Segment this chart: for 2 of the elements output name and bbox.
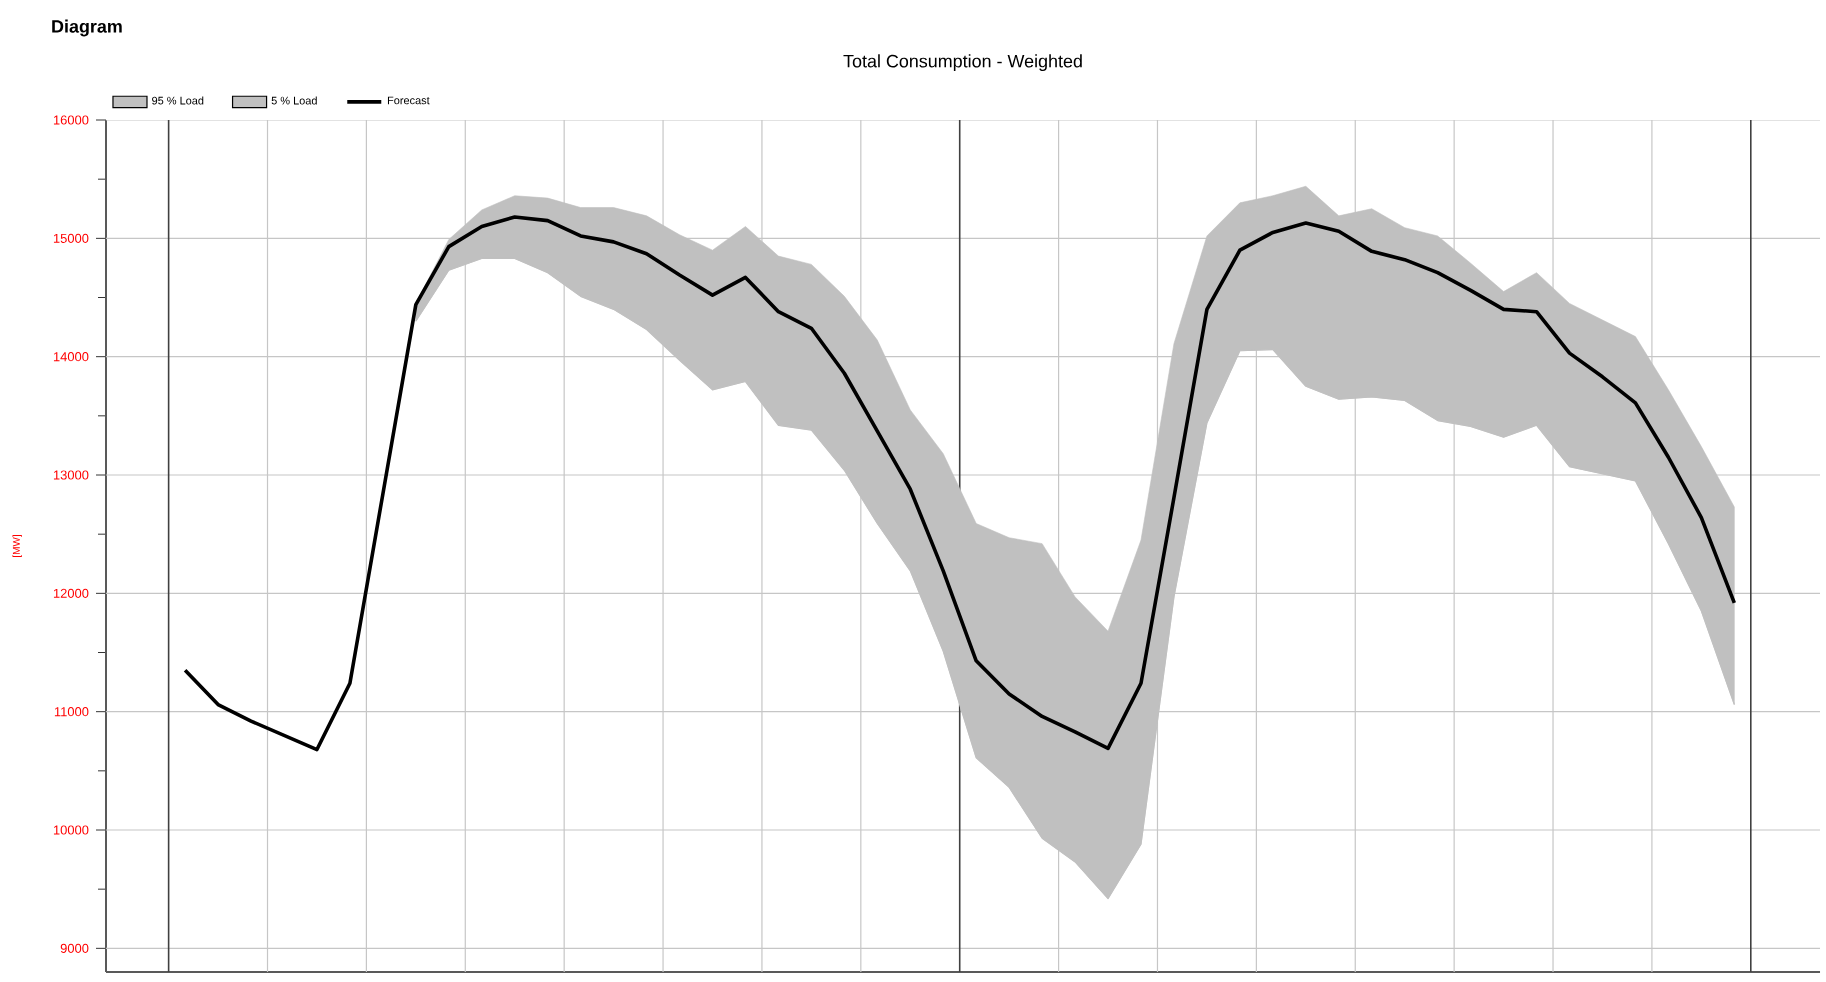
text: Diagram [52,19,122,37]
chart-title: Total Consumption - Weighted [843,54,1082,72]
